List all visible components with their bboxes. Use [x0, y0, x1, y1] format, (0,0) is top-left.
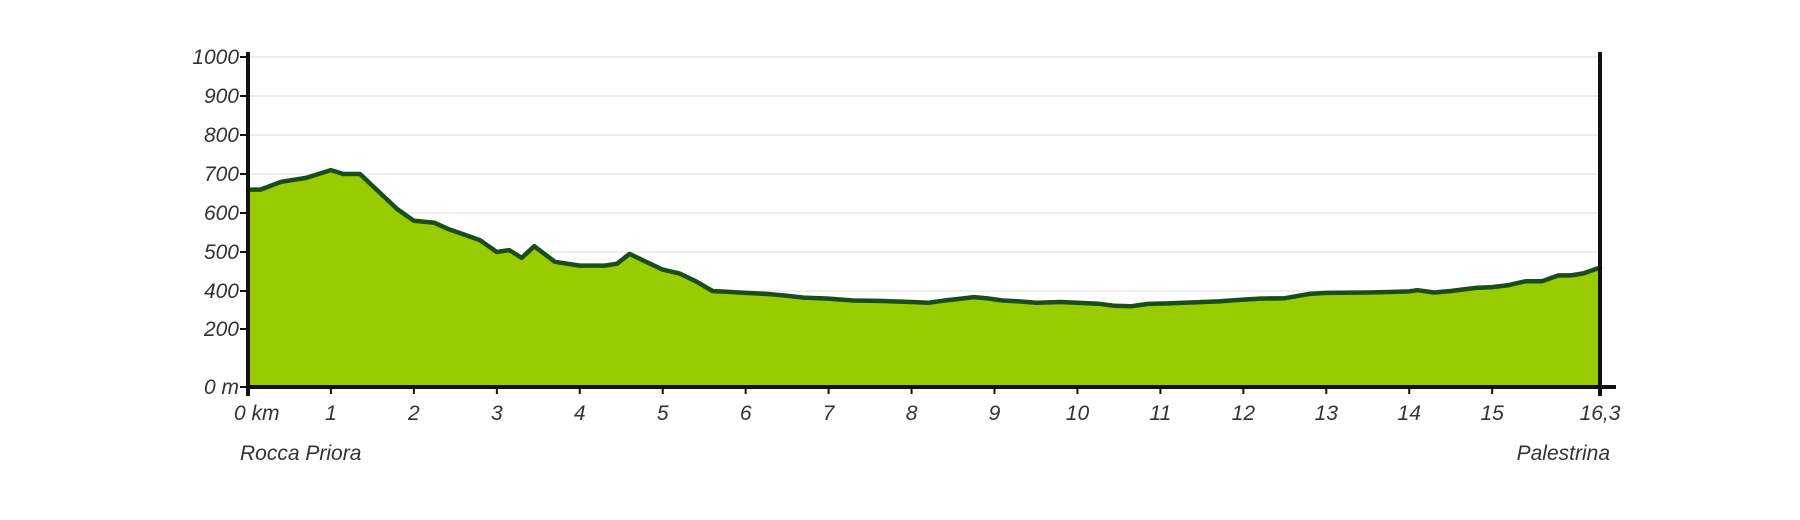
x-tick-label-12: 12 — [1232, 402, 1256, 425]
x-tick-label-8: 8 — [906, 402, 918, 425]
y-tick-label-800: 800 — [204, 124, 239, 147]
y-tick-label-500: 500 — [204, 241, 239, 264]
y-tick-label-900: 900 — [204, 85, 239, 108]
x-tick-label-5: 5 — [657, 402, 669, 425]
x-tick-label-9: 9 — [989, 402, 1001, 425]
start-location-label: Rocca Priora — [240, 442, 361, 465]
x-tick-label-0: 0 km — [234, 402, 280, 425]
x-tick-label-2: 2 — [407, 402, 420, 425]
x-axis-ticks: 0 km 1 2 3 4 5 6 7 8 9 10 11 12 13 14 15 16,3 — [234, 387, 1621, 425]
axes — [246, 52, 1616, 396]
x-tick-label-10: 10 — [1066, 402, 1090, 425]
elevation-line — [245, 167, 1603, 309]
x-tick-label-14: 14 — [1398, 402, 1421, 425]
elevation-area — [245, 167, 1603, 387]
x-tick-label-6: 6 — [740, 402, 752, 425]
x-tick-label-7: 7 — [823, 402, 836, 425]
y-tick-label-600: 600 — [204, 202, 239, 225]
elevation-fill — [248, 170, 1600, 387]
x-tick-label-15: 15 — [1480, 402, 1504, 425]
x-tick-label-13: 13 — [1315, 402, 1339, 425]
y-tick-label-400: 400 — [204, 280, 239, 303]
x-tick-label-3: 3 — [491, 402, 503, 425]
end-location-label: Palestrina — [1517, 442, 1610, 465]
y-axis-ticks: 0 m 200 400 500 600 700 800 900 1000 — [192, 46, 248, 399]
y-tick-label-1000: 1000 — [192, 46, 239, 69]
x-tick-label-4: 4 — [574, 402, 586, 425]
x-tick-label-11: 11 — [1149, 402, 1171, 425]
x-tick-label-1: 1 — [325, 402, 337, 425]
y-tick-label-0: 0 m — [204, 376, 239, 399]
x-tick-label-16: 16,3 — [1580, 402, 1621, 425]
y-tick-label-700: 700 — [204, 163, 239, 186]
y-tick-label-200: 200 — [203, 318, 239, 341]
